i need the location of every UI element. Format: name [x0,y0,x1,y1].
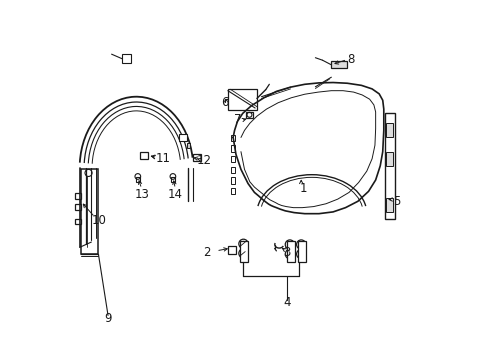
Text: 2: 2 [203,246,211,259]
Text: 9: 9 [104,312,112,325]
Text: 7: 7 [233,113,241,126]
Bar [385,113,394,219]
Text: 10: 10 [92,214,106,227]
Bar [386,198,392,212]
Text: 12: 12 [196,154,211,167]
Bar [135,177,140,183]
Bar [170,177,175,183]
Bar [230,188,234,194]
Bar [246,112,252,118]
Text: 3: 3 [283,246,290,259]
Bar [230,167,234,173]
Bar [187,143,189,148]
Bar [230,156,234,162]
Bar [298,241,305,262]
Text: 14: 14 [167,188,183,201]
Bar [230,177,234,184]
Bar [230,135,234,141]
Text: 13: 13 [134,188,149,201]
Bar [240,241,247,262]
Bar [179,134,186,141]
Text: 1: 1 [299,183,306,195]
Bar [331,61,346,68]
Bar [193,154,201,161]
Bar [75,193,81,199]
Text: 5: 5 [392,195,400,208]
Text: 11: 11 [155,152,170,165]
Bar [286,241,294,262]
Text: 4: 4 [283,296,290,309]
Bar [81,169,98,255]
Bar [386,123,392,138]
Bar [227,246,235,255]
Bar [122,54,131,63]
Text: 8: 8 [346,53,354,66]
Bar [386,152,392,166]
Bar [230,145,234,152]
Text: 6: 6 [221,95,228,108]
Bar [227,89,256,110]
Bar [75,219,81,224]
Bar [140,152,147,159]
Bar [75,204,81,210]
